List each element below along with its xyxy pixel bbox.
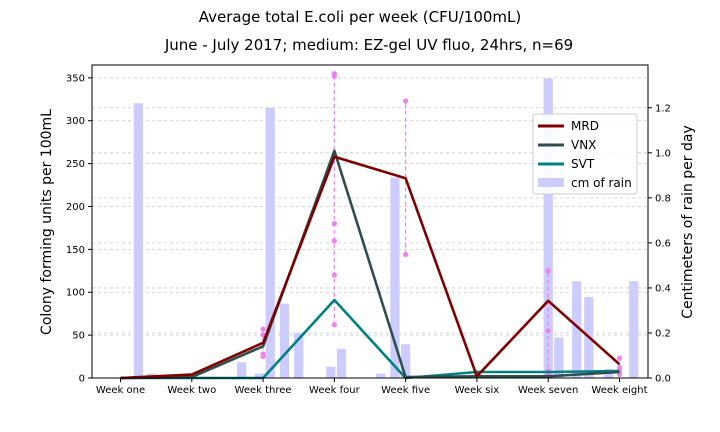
plot-frame	[91, 64, 649, 379]
left-tick-label-7: 350	[66, 73, 85, 84]
left-tick-label-2: 100	[66, 288, 85, 299]
legend-swatch-rain	[538, 178, 564, 187]
x-tick-label-7: Week eight	[591, 385, 647, 396]
right-tick-label-0: 0.0	[655, 374, 671, 385]
legend-label-vnx: VNX	[571, 138, 596, 152]
legend-label-mrd: MRD	[571, 119, 599, 133]
rain-bar-13	[554, 337, 564, 378]
series-line-vnx	[120, 149, 620, 380]
chart-title: Average total E.coli per week (CFU/100mL…	[199, 8, 522, 26]
rain-bar-3	[254, 373, 265, 378]
legend: MRD VNX SVT cm of rain	[532, 113, 638, 195]
rain-bar-14	[572, 281, 582, 378]
point-1-2	[331, 238, 337, 244]
rain-bar-10	[390, 177, 400, 378]
point-5-3	[616, 365, 623, 371]
left-tick-label-4: 200	[66, 202, 85, 213]
x-ticks: Week one Week two Week three Week four Week …	[96, 378, 648, 396]
right-tick-label-1: 0.2	[655, 328, 671, 339]
series-line-mrd	[120, 155, 621, 380]
right-y-axis-label: Centimeters of rain per day	[680, 125, 696, 318]
rain-bar-0	[133, 103, 143, 378]
left-tick-label-0: 0	[79, 374, 85, 385]
rain-bar-4	[265, 107, 275, 378]
rain-bar-5	[279, 303, 290, 378]
left-tick-label-5: 250	[66, 159, 85, 170]
legend-label-svt: SVT	[571, 157, 595, 171]
rain-bar-11	[401, 344, 411, 378]
left-tick-label-3: 150	[66, 245, 85, 256]
point-2-0	[403, 251, 409, 258]
right-tick-label-3: 0.6	[655, 238, 671, 249]
rain-bar-7	[326, 366, 336, 378]
x-tick-label-3: Week four	[309, 385, 361, 396]
point-0-3	[260, 326, 266, 332]
legend-label-rain: cm of rain	[571, 176, 632, 190]
point-4-3	[545, 268, 551, 274]
right-y-ticks: 0.0 0.2 0.4 0.6 0.8 1.0 1.2	[648, 103, 671, 385]
point-1-5	[331, 70, 337, 77]
right-tick-label-4: 0.8	[655, 193, 671, 204]
point-1-3	[331, 221, 337, 227]
x-tick-label-5: Week six	[455, 385, 500, 396]
x-tick-label-2: Week three	[235, 385, 292, 396]
left-tick-label-6: 300	[66, 116, 85, 127]
left-y-ticks: 0 50 100 150 200 250 300 350	[66, 73, 92, 385]
point-0-1	[260, 351, 266, 357]
rain-bar-8	[336, 348, 347, 378]
point-5-4	[616, 355, 623, 361]
right-tick-label-6: 1.2	[655, 103, 671, 114]
rain-bar-17	[629, 281, 639, 378]
rain-bar-6	[294, 332, 304, 378]
x-tick-label-6: Week seven	[518, 385, 578, 396]
right-tick-label-5: 1.0	[655, 148, 671, 159]
rain-bar-2	[237, 362, 247, 378]
right-tick-label-2: 0.4	[655, 283, 671, 294]
grid	[92, 77, 648, 336]
x-tick-label-1: Week two	[167, 385, 216, 396]
point-4-2	[545, 328, 551, 334]
point-1-0	[331, 322, 337, 328]
left-tick-label-1: 50	[72, 331, 85, 342]
rain-bar-12	[543, 78, 553, 378]
point-1-1	[331, 272, 337, 278]
x-tick-label-4: Week five	[381, 385, 430, 396]
left-y-axis-label: Colony forming units per 100mL	[39, 109, 55, 335]
legend-frame	[532, 113, 638, 195]
point-2-1	[403, 98, 409, 104]
x-tick-label-0: Week one	[96, 385, 145, 396]
chart-subtitle: June - July 2017; medium: EZ-gel UV fluo…	[164, 36, 573, 54]
rain-bar-9	[376, 373, 386, 378]
